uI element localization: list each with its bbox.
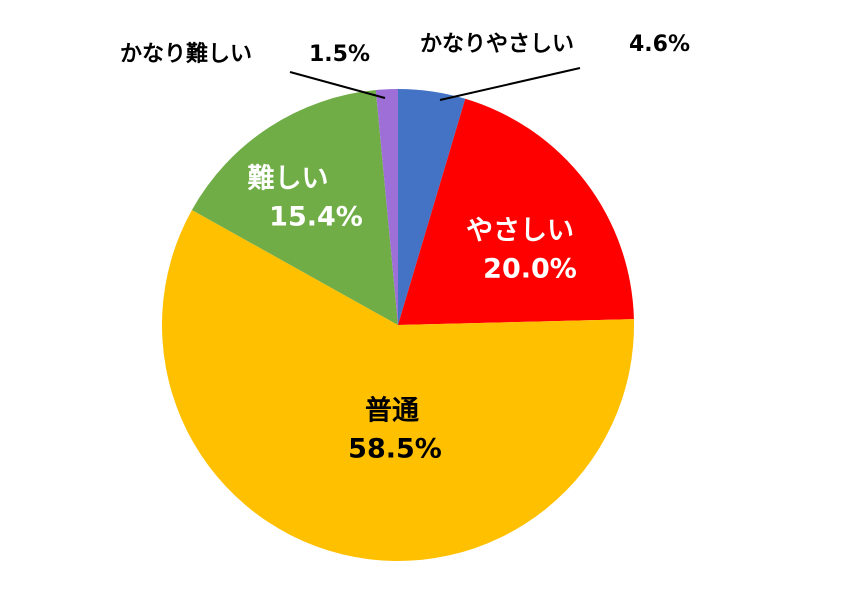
value-label: 15.4% — [269, 202, 363, 233]
value-label: 58.5% — [348, 434, 442, 465]
value-label: 20.0% — [483, 254, 577, 285]
leader-line — [439, 67, 581, 101]
leader-line — [289, 71, 386, 99]
category-label: 普通 — [365, 395, 419, 427]
pie-slice — [375, 89, 398, 325]
category-label: やさしい — [466, 216, 574, 247]
value-label: 4.6% — [629, 32, 690, 57]
category-label: かなりやさしい — [420, 32, 574, 57]
category-label: かなり難しい — [120, 41, 252, 67]
pie-slice — [191, 90, 398, 325]
pie-slice — [162, 210, 634, 561]
pie-slice — [398, 98, 634, 326]
category-label: 難しい — [248, 164, 329, 195]
pie-slice — [398, 89, 466, 325]
value-label: 1.5% — [309, 42, 370, 67]
